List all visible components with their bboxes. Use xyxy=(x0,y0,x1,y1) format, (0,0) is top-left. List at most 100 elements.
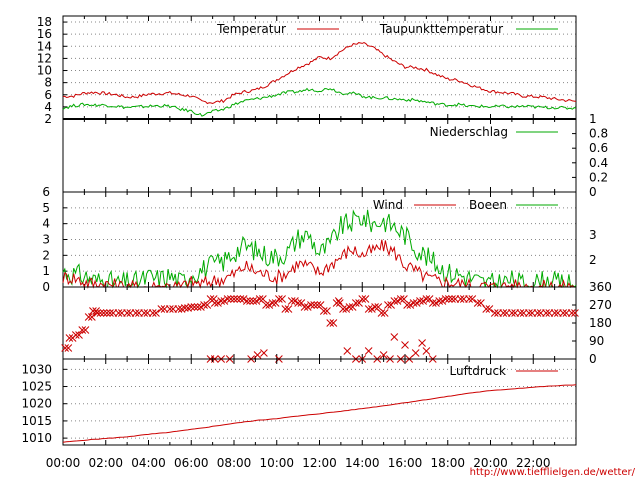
direction-point xyxy=(64,344,73,352)
direction-point xyxy=(284,305,293,313)
direction-point-stroke xyxy=(335,299,344,307)
direction-point xyxy=(217,297,226,305)
direction-point xyxy=(123,309,131,317)
x-tick-label: 22:00 xyxy=(516,456,551,470)
x-tick-label: 18:00 xyxy=(430,456,465,470)
temperature-y-tick-label: 14 xyxy=(37,39,52,53)
direction-point-stroke xyxy=(525,309,533,317)
direction-point xyxy=(152,309,160,317)
direction-point xyxy=(71,331,80,339)
wind-y-tick-label: 6 xyxy=(42,185,50,199)
temperature-y-tick-label: 18 xyxy=(37,15,52,29)
direction-point xyxy=(428,299,437,307)
pressure-y-tick-label: 1025 xyxy=(21,380,52,394)
direction-point xyxy=(379,351,388,359)
direction-point xyxy=(485,305,494,313)
direction-point xyxy=(468,295,477,303)
temperatur-legend-label: Temperatur xyxy=(216,22,286,36)
direction-point xyxy=(482,305,491,313)
temperature-y-tick-label: 2 xyxy=(44,112,52,126)
wind-y-tick-label: 5 xyxy=(42,201,50,215)
direction-point xyxy=(364,347,373,355)
direction-point-stroke xyxy=(379,351,388,359)
direction-point xyxy=(390,297,399,305)
direction-point-stroke xyxy=(281,305,290,313)
direction-point xyxy=(200,301,208,309)
direction-point-stroke xyxy=(418,339,426,347)
direction-point xyxy=(571,309,579,317)
direction-point-stroke xyxy=(297,299,306,307)
direction-point xyxy=(89,307,97,315)
direction-point xyxy=(416,297,424,305)
pressure-y-tick-label: 1010 xyxy=(21,431,52,445)
direction-point-stroke xyxy=(396,295,405,303)
direction-point xyxy=(473,299,482,307)
direction-point xyxy=(418,339,426,347)
direction-point xyxy=(294,299,302,307)
direction-point xyxy=(499,309,508,317)
direction-point-stroke xyxy=(465,295,473,303)
direction-point-stroke xyxy=(93,309,102,317)
direction-point xyxy=(174,305,183,313)
direction-point-stroke xyxy=(249,297,258,305)
direction-point xyxy=(75,331,83,339)
direction-point-stroke xyxy=(190,303,199,311)
wind-y-tick-label: 3 xyxy=(42,233,50,247)
direction-point xyxy=(93,309,102,317)
direction-point-stroke xyxy=(468,295,477,303)
direction-point-stroke xyxy=(260,349,268,357)
direction-point-stroke xyxy=(403,301,411,309)
direction-point xyxy=(81,326,90,334)
direction-point-stroke xyxy=(271,299,280,307)
direction-point xyxy=(260,349,268,357)
direction-point xyxy=(236,295,245,303)
direction-point xyxy=(409,299,418,307)
direction-point-stroke xyxy=(571,309,579,317)
direction-point-stroke xyxy=(253,351,262,359)
temperature-y-tick-label: 10 xyxy=(37,64,52,78)
pressure-panel: 1010 1015 1020 1025 1030 Luftdruck xyxy=(21,358,577,446)
direction-point xyxy=(542,309,550,317)
direction-point xyxy=(78,326,87,334)
beaufort-y-tick-label: 3 xyxy=(589,228,597,242)
direction-point xyxy=(425,295,434,303)
direction-point xyxy=(411,349,420,357)
direction-point-stroke xyxy=(75,331,83,339)
direction-point xyxy=(441,295,450,303)
direction-point-stroke xyxy=(99,309,108,317)
direction-point-stroke xyxy=(131,309,140,317)
direction-point xyxy=(390,333,399,341)
direction-point xyxy=(278,295,286,303)
direction-point xyxy=(281,305,290,313)
direction-point xyxy=(88,313,96,321)
direction-point-stroke xyxy=(374,303,383,311)
direction-point-stroke xyxy=(287,297,296,305)
precipitation-y-tick-label: 1 xyxy=(589,112,597,126)
direction-point-stroke xyxy=(242,297,251,305)
direction-point-stroke xyxy=(361,295,370,303)
direction-point xyxy=(422,295,431,303)
direction-point-stroke xyxy=(409,299,418,307)
direction-point xyxy=(253,351,262,359)
direction-point xyxy=(456,295,465,303)
direction-point xyxy=(61,344,69,352)
direction-point xyxy=(99,309,108,317)
direction-point-stroke xyxy=(441,295,450,303)
direction-point-stroke xyxy=(268,299,277,307)
direction-point xyxy=(166,305,174,313)
direction-y-tick-label: 360 xyxy=(589,280,612,294)
direction-point-stroke xyxy=(435,297,444,305)
x-tick-label: 04:00 xyxy=(131,456,166,470)
direction-point-stroke xyxy=(102,309,111,317)
direction-point xyxy=(396,295,405,303)
direction-point xyxy=(401,341,409,349)
direction-point-stroke xyxy=(187,303,196,311)
direction-point xyxy=(377,309,386,317)
direction-point xyxy=(319,307,328,315)
direction-point-stroke xyxy=(123,309,131,317)
direction-point-stroke xyxy=(482,305,491,313)
direction-y-tick-label: 0 xyxy=(589,352,597,366)
direction-point-stroke xyxy=(61,344,69,352)
direction-point xyxy=(131,309,140,317)
